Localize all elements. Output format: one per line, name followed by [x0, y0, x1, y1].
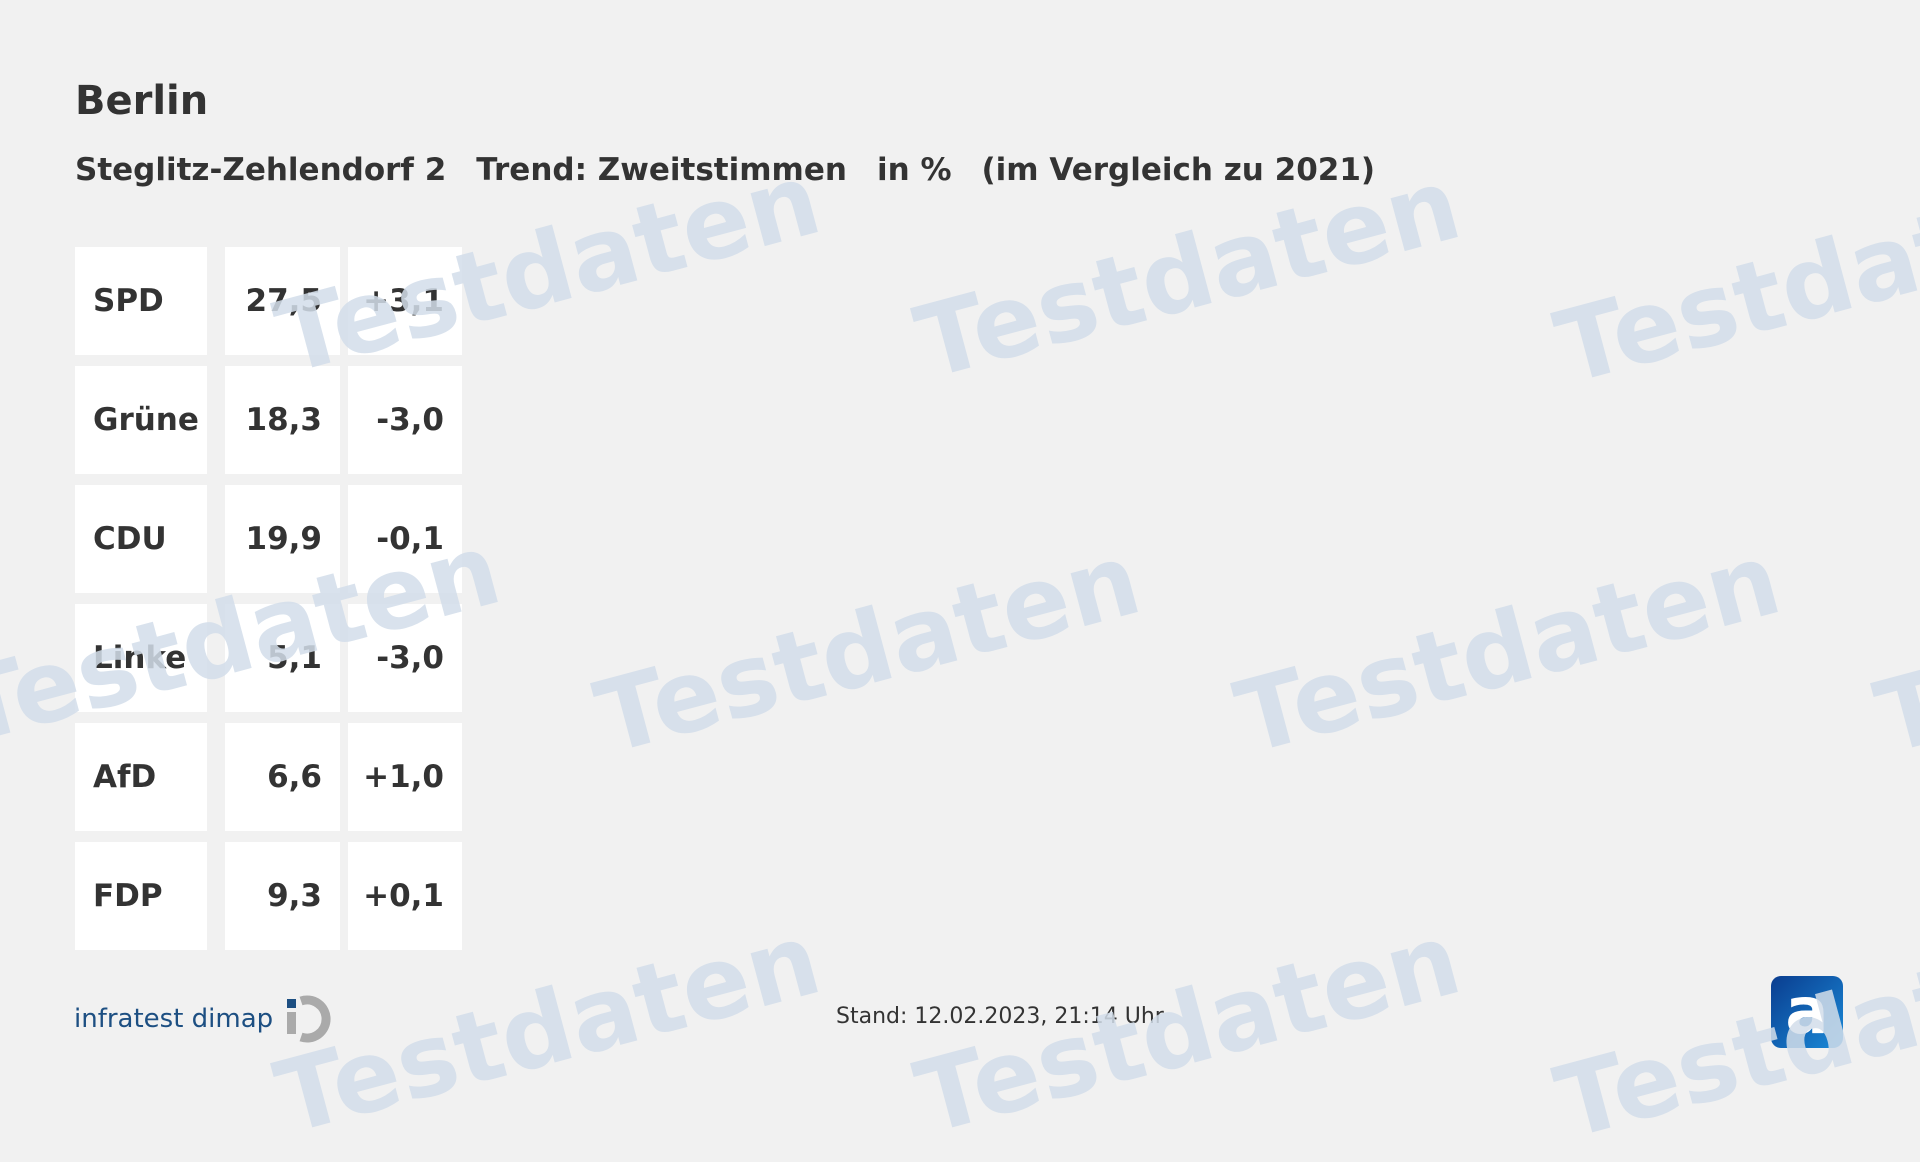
results-table: SPD 27,5 +3,1 Grüne 18,3 -3,0 CDU 19,9 -0,1 Li…: [75, 247, 462, 961]
table-row: Linke 5,1 -3,0: [75, 604, 462, 712]
party-value: 6,6: [225, 723, 340, 831]
party-change: -3,0: [348, 604, 462, 712]
party-change: -3,0: [348, 366, 462, 474]
party-value: 9,3: [225, 842, 340, 950]
timestamp: Stand: 12.02.2023, 21:14 Uhr: [836, 1004, 1164, 1029]
watermark: Testdaten: [584, 520, 1152, 777]
unit-label: in %: [876, 152, 952, 188]
party-name: CDU: [75, 485, 207, 593]
table-row: Grüne 18,3 -3,0: [75, 366, 462, 474]
infratest-dimap-logo: infratest dimap: [74, 995, 333, 1043]
watermark: Testdaten: [1224, 520, 1792, 777]
table-row: SPD 27,5 +3,1: [75, 247, 462, 355]
party-name: FDP: [75, 842, 207, 950]
party-name: AfD: [75, 723, 207, 831]
party-value: 27,5: [225, 247, 340, 355]
comparison-label: (im Vergleich zu 2021): [981, 152, 1376, 188]
infratest-dimap-mark-icon: [287, 995, 331, 1043]
ard-logo: a: [1771, 975, 1843, 1049]
trend-label: Trend: Zweitstimmen: [476, 152, 847, 188]
constituency: Steglitz-Zehlendorf 2: [75, 152, 447, 188]
party-name: SPD: [75, 247, 207, 355]
party-value: 18,3: [225, 366, 340, 474]
party-change: +1,0: [348, 723, 462, 831]
watermark: Testdaten: [1544, 905, 1920, 1162]
party-change: +0,1: [348, 842, 462, 950]
party-value: 5,1: [225, 604, 340, 712]
table-row: AfD 6,6 +1,0: [75, 723, 462, 831]
party-value: 19,9: [225, 485, 340, 593]
party-change: +3,1: [348, 247, 462, 355]
page-title: Berlin: [75, 78, 209, 124]
watermark: Testdaten: [1864, 520, 1920, 777]
party-name: Grüne: [75, 366, 207, 474]
brand-name: infratest dimap: [74, 1004, 274, 1034]
watermark: Testdaten: [1544, 150, 1920, 407]
party-name: Linke: [75, 604, 207, 712]
page-subtitle: Steglitz-Zehlendorf 2 Trend: Zweitstimmen…: [75, 152, 1405, 188]
table-row: FDP 9,3 +0,1: [75, 842, 462, 950]
table-row: CDU 19,9 -0,1: [75, 485, 462, 593]
party-change: -0,1: [348, 485, 462, 593]
